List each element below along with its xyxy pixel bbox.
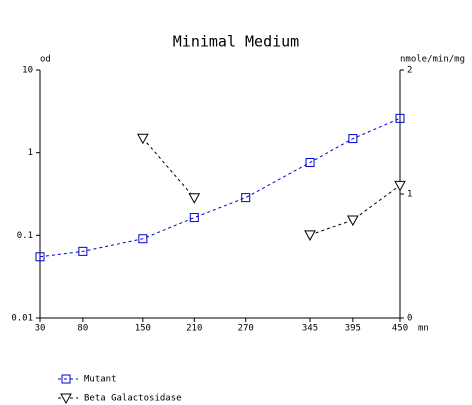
marker — [348, 134, 358, 144]
x-tick-label: 345 — [302, 324, 318, 334]
marker — [35, 252, 45, 262]
chart-title: Minimal Medium — [173, 33, 299, 51]
series-line — [39, 117, 401, 258]
x-axis-label: mn — [418, 324, 429, 334]
legend-label: Mutant — [84, 375, 117, 385]
y2-tick-label: 0 — [407, 314, 412, 324]
y-tick-label: 0.1 — [17, 231, 33, 241]
series-line — [142, 137, 401, 236]
x-tick-label: 395 — [345, 324, 361, 334]
marker — [189, 213, 199, 223]
marker — [394, 180, 406, 192]
y-tick-label: 1 — [28, 148, 33, 158]
x-tick-label: 450 — [392, 324, 408, 334]
y2-tick-label: 2 — [407, 66, 412, 76]
marker — [241, 193, 251, 203]
x-tick-label: 210 — [186, 324, 202, 334]
marker — [305, 158, 315, 168]
marker — [78, 246, 88, 256]
marker — [188, 193, 201, 204]
marker — [347, 215, 359, 227]
legend-label: Beta Galactosidase — [84, 394, 182, 404]
legend-marker — [61, 374, 71, 384]
legend-marker — [60, 393, 72, 405]
marker — [395, 113, 405, 123]
y-tick-label: 0.01 — [11, 314, 33, 324]
marker — [137, 133, 149, 145]
y2-tick-label: 1 — [407, 190, 412, 200]
x-tick-label: 270 — [238, 324, 254, 334]
x-tick-label: 80 — [77, 324, 88, 334]
x-tick-label: 150 — [135, 324, 151, 334]
marker — [304, 230, 316, 241]
marker — [138, 234, 148, 244]
y2-axis-label: nmole/min/mg — [400, 55, 465, 65]
x-tick-label: 30 — [35, 324, 46, 334]
y-tick-label: 10 — [22, 66, 33, 76]
y-axis-label: od — [40, 55, 51, 65]
